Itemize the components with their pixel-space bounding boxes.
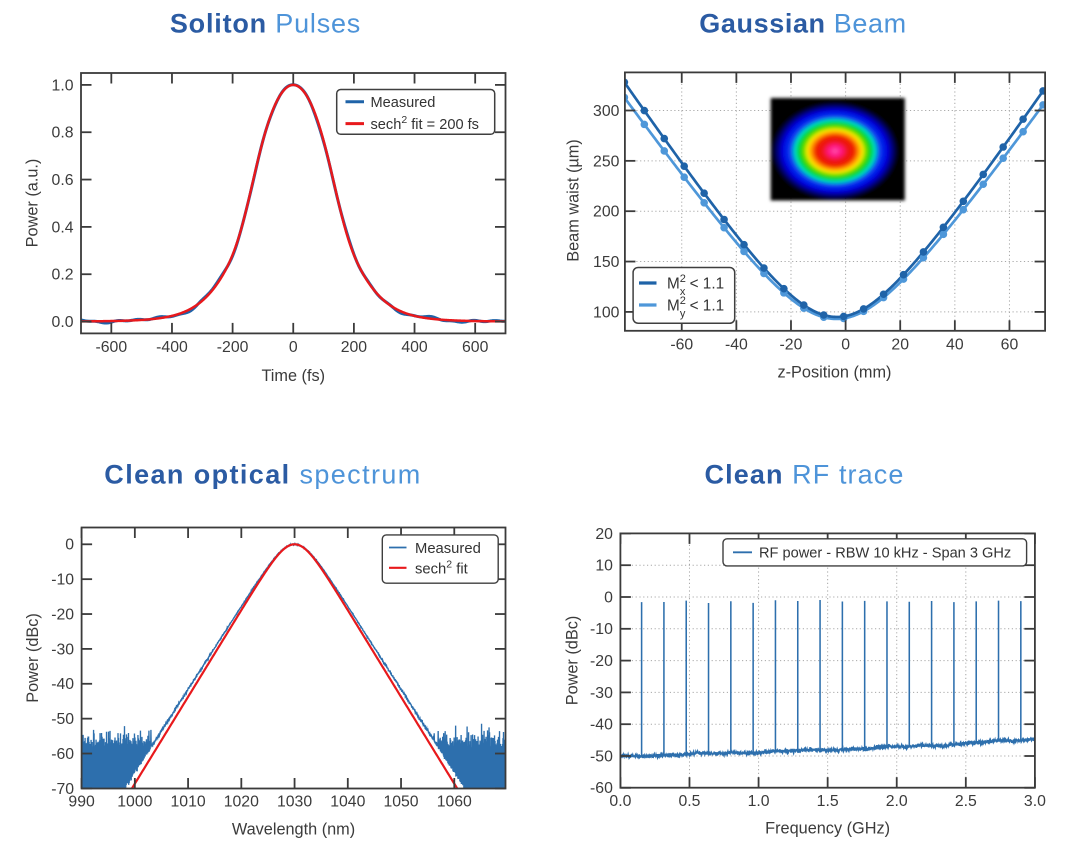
svg-text:sech2 fit = 200 fs: sech2 fit = 200 fs xyxy=(371,114,479,133)
svg-text:990: 990 xyxy=(68,794,95,811)
svg-text:Beam waist (µm): Beam waist (µm) xyxy=(565,139,583,261)
svg-text:Soliton Pulses: Soliton Pulses xyxy=(170,9,361,39)
svg-text:150: 150 xyxy=(593,254,620,271)
svg-text:Wavelength (nm): Wavelength (nm) xyxy=(232,821,355,839)
svg-text:-40: -40 xyxy=(725,337,748,354)
svg-text:Power (a.u.): Power (a.u.) xyxy=(24,159,42,248)
svg-text:-20: -20 xyxy=(51,606,74,623)
svg-text:0.0: 0.0 xyxy=(609,793,631,810)
svg-text:Power (dBc): Power (dBc) xyxy=(564,616,582,706)
svg-text:1030: 1030 xyxy=(277,794,312,811)
svg-text:-20: -20 xyxy=(780,337,803,354)
svg-text:0.0: 0.0 xyxy=(52,314,74,331)
svg-text:-10: -10 xyxy=(51,572,74,589)
svg-text:600: 600 xyxy=(462,339,489,356)
svg-text:300: 300 xyxy=(593,103,620,120)
svg-text:0: 0 xyxy=(289,339,298,356)
svg-text:1010: 1010 xyxy=(171,794,206,811)
svg-text:0: 0 xyxy=(604,589,613,606)
svg-text:-30: -30 xyxy=(590,685,613,702)
svg-text:Time (fs): Time (fs) xyxy=(261,367,325,385)
svg-text:1.0: 1.0 xyxy=(52,77,74,94)
svg-text:-60: -60 xyxy=(51,746,74,763)
svg-text:0.8: 0.8 xyxy=(52,125,74,142)
svg-text:2.5: 2.5 xyxy=(955,793,977,810)
svg-text:0: 0 xyxy=(65,537,74,554)
svg-text:Measured: Measured xyxy=(415,541,481,557)
svg-text:1.0: 1.0 xyxy=(748,793,770,810)
svg-text:0.2: 0.2 xyxy=(52,267,74,284)
svg-text:0.4: 0.4 xyxy=(52,219,74,236)
svg-text:1060: 1060 xyxy=(437,794,472,811)
svg-text:0.5: 0.5 xyxy=(678,793,700,810)
svg-text:20: 20 xyxy=(891,337,909,354)
svg-text:Gaussian Beam: Gaussian Beam xyxy=(699,9,906,39)
svg-text:1000: 1000 xyxy=(117,794,152,811)
svg-text:10: 10 xyxy=(595,558,613,575)
svg-text:Measured: Measured xyxy=(371,95,436,111)
svg-text:-40: -40 xyxy=(51,676,74,693)
svg-text:40: 40 xyxy=(946,337,964,354)
svg-text:3.0: 3.0 xyxy=(1024,793,1046,810)
svg-text:Frequency (GHz): Frequency (GHz) xyxy=(765,820,890,838)
svg-text:RF power - RBW 10 kHz - Span 3: RF power - RBW 10 kHz - Span 3 GHz xyxy=(759,546,1011,562)
svg-text:200: 200 xyxy=(593,204,620,221)
svg-text:sech2 fit: sech2 fit xyxy=(415,558,468,577)
svg-text:-50: -50 xyxy=(590,748,613,765)
svg-text:-400: -400 xyxy=(156,339,188,356)
svg-text:z-Position (mm): z-Position (mm) xyxy=(778,363,892,381)
svg-text:Power (dBc): Power (dBc) xyxy=(24,613,42,703)
svg-text:200: 200 xyxy=(341,339,368,356)
svg-text:0.6: 0.6 xyxy=(52,172,74,189)
svg-text:-40: -40 xyxy=(590,717,613,734)
svg-text:-60: -60 xyxy=(590,780,613,797)
svg-text:-600: -600 xyxy=(96,339,128,356)
svg-text:1040: 1040 xyxy=(330,794,365,811)
svg-text:-200: -200 xyxy=(217,339,249,356)
svg-text:1.5: 1.5 xyxy=(817,793,839,810)
svg-text:1020: 1020 xyxy=(224,794,259,811)
svg-text:60: 60 xyxy=(1001,337,1019,354)
svg-text:Clean RF trace: Clean RF trace xyxy=(705,460,905,490)
svg-text:-60: -60 xyxy=(670,337,693,354)
svg-text:0: 0 xyxy=(841,337,850,354)
svg-text:Clean optical spectrum: Clean optical spectrum xyxy=(104,460,421,490)
svg-text:-50: -50 xyxy=(51,711,74,728)
svg-text:-10: -10 xyxy=(590,621,613,638)
svg-text:-20: -20 xyxy=(590,653,613,670)
svg-text:2.0: 2.0 xyxy=(886,793,908,810)
svg-text:1050: 1050 xyxy=(383,794,418,811)
svg-text:-30: -30 xyxy=(51,641,74,658)
svg-text:100: 100 xyxy=(593,304,620,321)
svg-text:250: 250 xyxy=(593,153,620,170)
svg-text:400: 400 xyxy=(401,339,428,356)
svg-text:20: 20 xyxy=(595,526,613,543)
svg-text:-70: -70 xyxy=(51,781,74,798)
